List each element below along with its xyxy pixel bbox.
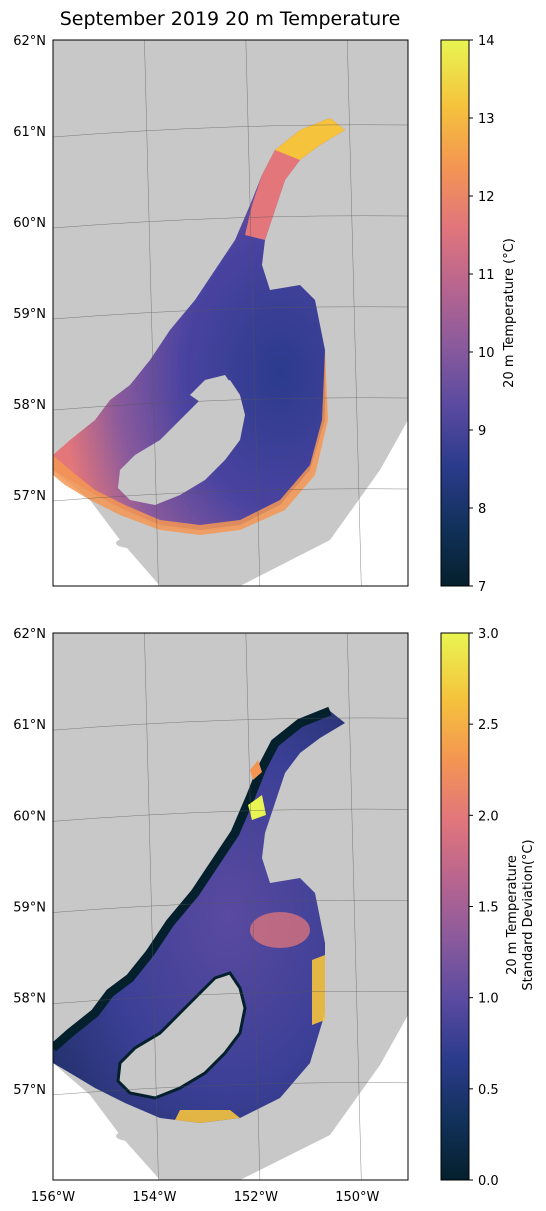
graticule-longitude-line: [245, 633, 261, 1180]
coastal-low-variance: [53, 706, 332, 1052]
colorbar-label-stddev-line1: 20 m Temperature: [505, 855, 520, 975]
kenai-peninsula: [275, 805, 408, 1013]
graticule-latitude-line: [53, 717, 408, 731]
colorbar-label-stddev-line2: Standard Deviation(°C): [521, 839, 536, 990]
graticule-latitude-line: [53, 991, 408, 1004]
small-island: [144, 1129, 160, 1137]
alaska-peninsula: [53, 633, 260, 1028]
colorbar-tick-label: 9: [478, 424, 486, 439]
graticule-longitude-line: [144, 40, 159, 586]
lat-tick-label: 57°N: [13, 1083, 46, 1098]
hotspot-upper: [250, 760, 262, 780]
stddev-field: [53, 711, 345, 1123]
lat-tick-label: 60°N: [13, 216, 46, 231]
stddev-map: [53, 633, 408, 1180]
open-ocean-east: [240, 1015, 408, 1180]
lat-tick-label: 61°N: [13, 125, 46, 140]
temperature-map: [53, 40, 408, 586]
lon-tick-label: 154°W: [132, 1190, 176, 1205]
upper-inlet-warm: [245, 118, 345, 240]
colorbar-ticks-top: 7 8 9 10 11 12 13 14: [469, 34, 495, 595]
graticule-longitude-line: [347, 633, 362, 1180]
lat-tick-label: 59°N: [13, 901, 46, 916]
lat-ticks-bottom: 57°N 58°N 59°N 60°N 61°N 62°N: [13, 627, 46, 1098]
lat-tick-label: 59°N: [13, 307, 46, 322]
graticule-latitude-line: [53, 306, 408, 320]
colorbar-tick-label: 0.5: [478, 1083, 499, 1098]
graticule-bottom: [53, 633, 408, 1180]
lat-tick-label: 58°N: [13, 398, 46, 413]
hotspot-mid-inlet: [248, 795, 266, 820]
hotspot-shelf: [250, 912, 310, 948]
colorbar-stddev: [440, 632, 470, 1181]
colorbar-tick-label: 7: [478, 580, 486, 595]
alaska-peninsula: [53, 40, 260, 435]
lat-tick-label: 62°N: [13, 627, 46, 642]
open-ocean-east: [240, 420, 408, 586]
colorbar-tick-label: 2.0: [478, 809, 499, 824]
trinity-islands: [116, 538, 144, 548]
lat-tick-label: 62°N: [13, 34, 46, 49]
colorbar-tick-label: 11: [478, 268, 495, 283]
lat-tick-label: 57°N: [13, 489, 46, 504]
graticule-latitude-line: [53, 1082, 408, 1096]
temperature-field: [53, 118, 345, 530]
open-ocean: [53, 1063, 160, 1180]
lon-tick-label: 156°W: [31, 1190, 75, 1205]
hotspot-outer-edge: [312, 955, 325, 1025]
lat-tick-label: 60°N: [13, 809, 46, 824]
graticule-latitude-line: [53, 488, 408, 502]
colorbar-tick-label: 14: [478, 34, 495, 49]
lon-tick-label: 152°W: [234, 1190, 278, 1205]
kodiak-island: [116, 971, 247, 1100]
lon-tick-label: 150°W: [335, 1190, 379, 1205]
colorbar-tick-label: 13: [478, 112, 495, 127]
lat-ticks-top: 57°N 58°N 59°N 60°N 61°N 62°N: [13, 34, 46, 504]
afognak-island: [190, 375, 232, 402]
kodiak-island: [118, 380, 245, 505]
graticule-top: [53, 40, 408, 586]
lon-ticks-bottom: 156°W 154°W 152°W 150°W: [31, 1190, 380, 1205]
trinity-islands: [116, 1131, 144, 1141]
colorbar-tick-label: 8: [478, 502, 486, 517]
graticule-longitude-line: [144, 633, 159, 1180]
upper-inlet-hot: [275, 118, 345, 160]
kenai-peninsula: [275, 212, 408, 420]
graticule-latitude-line: [53, 397, 408, 411]
map-frame-bottom: [52, 632, 409, 1181]
lat-tick-label: 58°N: [13, 992, 46, 1007]
colorbar-tick-label: 0.0: [478, 1174, 499, 1189]
colorbar-ticks-bottom: 0.0 0.5 1.0 1.5 2.0 2.5 3.0: [469, 627, 499, 1189]
colorbar-tick-label: 1.0: [478, 992, 499, 1007]
colorbar-label-temperature: 20 m Temperature (°C): [502, 238, 517, 388]
colorbar-tick-label: 1.5: [478, 901, 499, 916]
colorbar-tick-label: 10: [478, 346, 495, 361]
small-island: [144, 536, 160, 544]
colorbar-tick-label: 12: [478, 190, 495, 205]
figure-title: September 2019 20 m Temperature: [60, 8, 401, 30]
graticule-latitude-line: [53, 124, 408, 138]
hotspot-southern-arc: [175, 1110, 240, 1123]
graticule-longitude-line: [245, 40, 261, 586]
colorbar-tick-label: 3.0: [478, 627, 499, 642]
graticule-latitude-line: [53, 808, 408, 822]
colorbar-temperature: [440, 39, 470, 587]
lat-tick-label: 61°N: [13, 718, 46, 733]
graticule-latitude-line: [53, 900, 408, 913]
colorbar-tick-label: 2.5: [478, 718, 499, 733]
graticule-longitude-line: [347, 40, 362, 586]
graticule-latitude-line: [53, 215, 408, 229]
map-frame-top: [52, 39, 409, 587]
